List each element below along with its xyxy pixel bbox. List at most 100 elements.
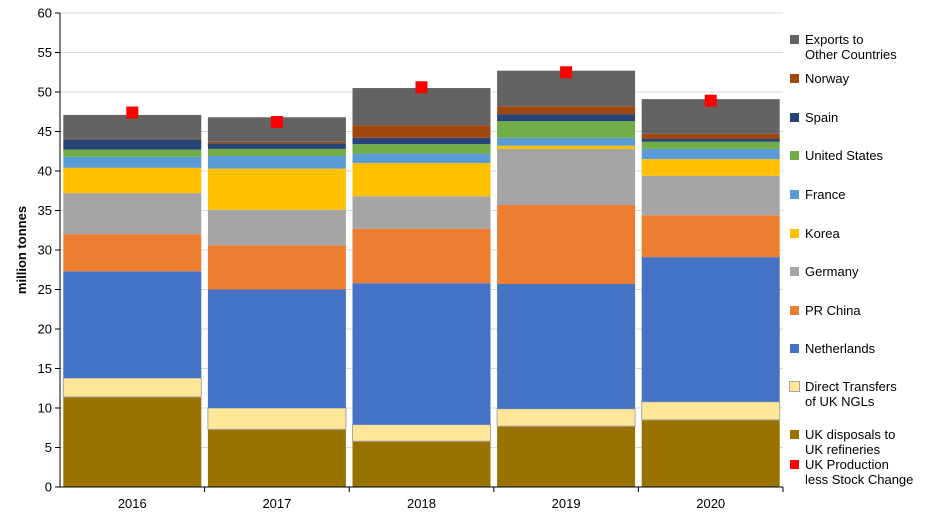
bar-segment-2019-3 <box>497 204 636 284</box>
legend-item: PR China <box>790 303 861 318</box>
legend-swatch <box>790 306 799 315</box>
bar-segment-2016-1 <box>62 377 202 398</box>
legend-item: Spain <box>790 110 838 125</box>
legend-swatch <box>789 381 800 392</box>
bar-segment-2020-2 <box>641 257 780 402</box>
bar-segment-2020-5 <box>641 159 780 176</box>
legend-swatch <box>790 35 799 44</box>
bar-segment-2017-2 <box>207 289 346 408</box>
bar-segment-2017-7 <box>207 148 346 156</box>
y-tick-label: 45 <box>38 124 52 139</box>
legend-label: Norway <box>805 71 850 86</box>
y-tick-label: 10 <box>38 401 52 416</box>
bar-segment-2018-9 <box>352 125 491 138</box>
bar-segment-2016-4 <box>63 193 202 235</box>
bar-segment-2019-1 <box>496 408 636 427</box>
legend-item: UK disposals to UK refineries <box>790 427 895 457</box>
bar-segment-2019-7 <box>497 121 636 138</box>
bar-segment-2016-0 <box>63 396 202 487</box>
bar-segment-2019-9 <box>497 106 636 115</box>
bar-segment-2017-4 <box>207 209 346 246</box>
y-tick-label: 15 <box>38 361 52 376</box>
legend-item: Korea <box>790 226 840 241</box>
bar-segment-2020-9 <box>641 133 780 140</box>
bar-segment-2017-9 <box>207 141 346 144</box>
legend-swatch <box>790 190 799 199</box>
legend-label: France <box>805 187 846 202</box>
legend-label: PR China <box>805 303 861 318</box>
legend-label: United States <box>805 148 884 163</box>
legend-label: Exports to Other Countries <box>805 32 897 62</box>
bar-segment-2016-7 <box>63 149 202 157</box>
legend-item: Germany <box>790 264 858 279</box>
x-tick-label: 2018 <box>407 496 436 511</box>
bar-segment-2016-5 <box>63 167 202 194</box>
bar-segment-2019-8 <box>497 114 636 122</box>
x-tick-label: 2016 <box>118 496 147 511</box>
legend-item: Direct Transfers of UK NGLs <box>789 379 897 409</box>
bar-segment-2019-0 <box>497 426 636 487</box>
legend-label: UK disposals to UK refineries <box>805 427 896 457</box>
legend-label: Germany <box>805 264 859 279</box>
legend-item: UK Production less Stock Change <box>790 457 913 487</box>
bar-segment-2017-6 <box>207 155 346 169</box>
bar-segment-2016-9 <box>63 138 202 140</box>
y-tick-label: 50 <box>38 85 52 100</box>
bar-segment-2018-10 <box>352 88 491 126</box>
bar-segment-2020-4 <box>641 175 780 216</box>
legend-swatch <box>790 229 799 238</box>
bar-segment-2019-4 <box>497 148 636 205</box>
marker-2016 <box>126 106 139 119</box>
bar-segment-2016-6 <box>63 156 202 168</box>
legend-item: France <box>790 187 845 202</box>
bar-segment-2020-7 <box>641 141 780 149</box>
bar-segment-2018-0 <box>352 441 491 487</box>
y-tick-label: 20 <box>38 322 52 337</box>
y-tick-label: 5 <box>45 440 52 455</box>
legend-item: Netherlands <box>790 341 875 356</box>
bar-segment-2018-5 <box>352 163 491 197</box>
bar-segment-2018-1 <box>352 424 491 442</box>
legend-label: UK Production less Stock Change <box>805 457 914 487</box>
x-tick-label: 2017 <box>262 496 291 511</box>
bar-segment-2020-6 <box>641 148 780 160</box>
legend-label: Direct Transfers of UK NGLs <box>805 379 897 409</box>
bar-segment-2016-10 <box>63 114 202 139</box>
legend-swatch <box>790 74 799 83</box>
y-axis-label: million tonnes <box>14 206 29 294</box>
bar-segment-2018-8 <box>352 137 491 145</box>
bar-segment-2020-0 <box>641 419 780 487</box>
bar-segment-2019-5 <box>497 145 636 149</box>
y-tick-label: 25 <box>38 282 52 297</box>
legend-swatch <box>790 344 799 353</box>
marker-2020 <box>704 94 717 107</box>
bar-segment-2017-5 <box>207 168 346 210</box>
y-tick-label: 40 <box>38 164 52 179</box>
y-tick-label: 60 <box>38 6 52 21</box>
bar-segment-2016-3 <box>63 234 202 272</box>
y-tick-label: 35 <box>38 203 52 218</box>
legend-label: Spain <box>805 110 839 125</box>
legend-item: Exports to Other Countries <box>790 32 897 62</box>
legend-label: Korea <box>805 226 840 241</box>
bar-segment-2018-6 <box>352 153 491 164</box>
bar-segment-2020-8 <box>641 139 780 142</box>
bar-segment-2018-2 <box>352 283 491 425</box>
legend-swatch <box>790 151 799 160</box>
bar-segment-2020-1 <box>641 401 781 421</box>
bar-segment-2018-3 <box>352 228 491 284</box>
legend-swatch <box>790 430 799 439</box>
bar-segment-2016-8 <box>63 139 202 150</box>
legend-swatch <box>790 267 799 276</box>
legend-item: United States <box>790 148 883 163</box>
marker-2018 <box>415 81 428 94</box>
bar-segment-2017-0 <box>207 429 346 487</box>
legend-swatch <box>790 460 799 469</box>
legend-item: Norway <box>790 71 849 86</box>
y-tick-label: 55 <box>38 45 52 60</box>
legend-swatch <box>790 113 799 122</box>
bar-segment-2017-8 <box>207 143 346 149</box>
marker-2019 <box>560 66 573 79</box>
